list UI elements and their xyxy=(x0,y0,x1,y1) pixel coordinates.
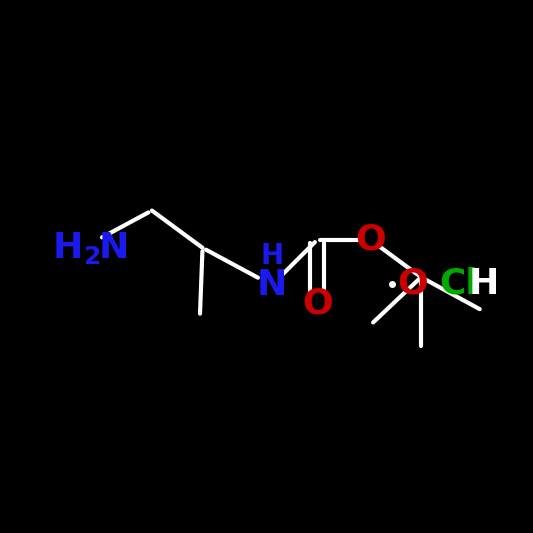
Text: N: N xyxy=(99,231,129,265)
Text: O: O xyxy=(398,266,429,301)
Text: O: O xyxy=(302,287,333,321)
Text: 2: 2 xyxy=(84,245,101,270)
Text: O: O xyxy=(355,223,386,257)
Text: Cl: Cl xyxy=(440,266,479,301)
Text: H: H xyxy=(469,266,499,301)
Text: H: H xyxy=(52,231,83,265)
Text: N: N xyxy=(257,268,287,302)
Text: H: H xyxy=(260,242,284,270)
